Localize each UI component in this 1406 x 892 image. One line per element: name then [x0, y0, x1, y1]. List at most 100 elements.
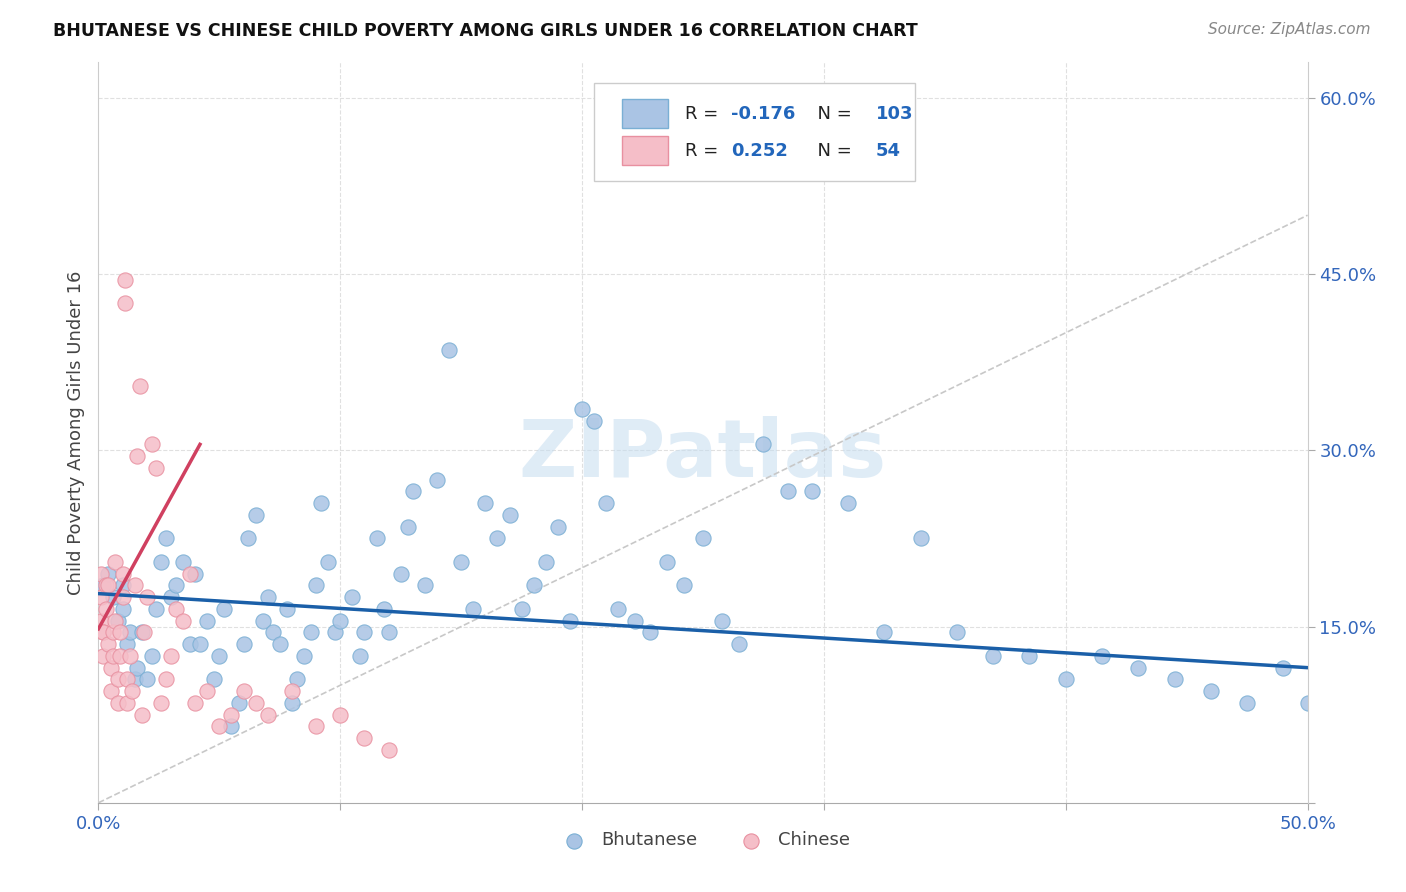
Point — [276, 602, 298, 616]
Point — [111, 602, 134, 616]
Point — [97, 566, 120, 581]
Point — [1309, 648, 1331, 663]
FancyBboxPatch shape — [621, 99, 668, 128]
Point — [179, 566, 201, 581]
Point — [607, 602, 630, 616]
Point — [160, 590, 183, 604]
Point — [208, 719, 231, 733]
Point — [232, 684, 254, 698]
Point — [135, 590, 157, 604]
Point — [100, 684, 122, 698]
Point — [117, 673, 139, 687]
Point — [184, 696, 207, 710]
Point — [728, 637, 751, 651]
Point — [873, 625, 896, 640]
Point — [463, 602, 485, 616]
Point — [498, 508, 520, 522]
Text: -0.176: -0.176 — [731, 104, 796, 122]
Point — [252, 614, 274, 628]
Point — [101, 648, 124, 663]
Point — [131, 707, 153, 722]
Text: 0.252: 0.252 — [731, 142, 787, 160]
Point — [108, 648, 131, 663]
Point — [104, 614, 127, 628]
Point — [232, 637, 254, 651]
Point — [292, 648, 315, 663]
Point — [111, 590, 134, 604]
Point — [523, 578, 546, 592]
Point — [131, 625, 153, 640]
Legend: Bhutanese, Chinese: Bhutanese, Chinese — [548, 824, 858, 856]
Point — [91, 648, 114, 663]
Point — [1381, 673, 1403, 687]
Point — [1236, 696, 1258, 710]
Point — [1128, 660, 1150, 674]
Point — [309, 496, 332, 510]
Point — [305, 578, 328, 592]
Point — [837, 496, 859, 510]
Point — [117, 637, 139, 651]
Point — [94, 578, 117, 592]
Point — [204, 673, 226, 687]
Text: Source: ZipAtlas.com: Source: ZipAtlas.com — [1208, 22, 1371, 37]
Point — [91, 625, 114, 640]
Point — [107, 673, 129, 687]
Text: N =: N = — [806, 142, 858, 160]
Point — [1357, 731, 1379, 746]
Point — [245, 508, 267, 522]
Point — [188, 637, 211, 651]
Point — [305, 719, 328, 733]
Text: R =: R = — [685, 104, 724, 122]
Point — [97, 578, 120, 592]
Point — [624, 614, 647, 628]
Point — [238, 532, 260, 546]
Point — [474, 496, 496, 510]
Point — [396, 519, 419, 533]
Point — [127, 660, 149, 674]
Point — [638, 625, 661, 640]
Point — [262, 625, 284, 640]
Point — [90, 590, 112, 604]
Point — [118, 625, 141, 640]
Point — [571, 402, 593, 417]
Point — [90, 614, 112, 628]
Point — [141, 648, 163, 663]
Point — [377, 625, 399, 640]
Point — [316, 555, 339, 569]
Point — [329, 614, 352, 628]
Point — [108, 625, 131, 640]
Point — [1018, 648, 1040, 663]
Text: R =: R = — [685, 142, 724, 160]
Point — [981, 648, 1004, 663]
Point — [510, 602, 533, 616]
Point — [1091, 648, 1114, 663]
Point — [256, 707, 278, 722]
Point — [285, 673, 308, 687]
Point — [389, 566, 412, 581]
Point — [256, 590, 278, 604]
Text: 54: 54 — [876, 142, 901, 160]
Point — [377, 743, 399, 757]
Point — [1054, 673, 1077, 687]
Point — [402, 484, 425, 499]
Point — [228, 696, 250, 710]
Point — [1296, 696, 1319, 710]
Point — [104, 555, 127, 569]
Point — [124, 578, 146, 592]
Point — [946, 625, 969, 640]
Point — [583, 414, 606, 428]
Point — [155, 673, 177, 687]
Point — [353, 731, 375, 746]
Point — [107, 696, 129, 710]
Point — [94, 602, 117, 616]
Point — [155, 532, 177, 546]
FancyBboxPatch shape — [621, 136, 668, 165]
Point — [413, 578, 436, 592]
Point — [208, 648, 231, 663]
Point — [221, 719, 243, 733]
Point — [349, 648, 371, 663]
Point — [1333, 707, 1355, 722]
Point — [212, 602, 235, 616]
Point — [128, 378, 150, 392]
Point — [325, 625, 347, 640]
